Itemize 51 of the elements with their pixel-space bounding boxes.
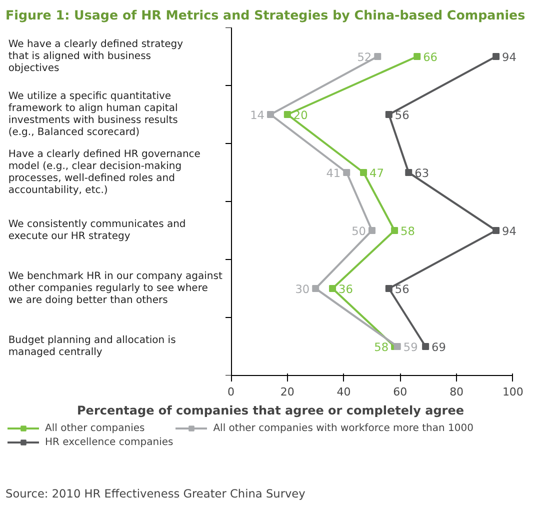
data-label: 47	[370, 166, 384, 180]
point	[492, 53, 500, 60]
y-tick-label: We have a clearly defined strategy that is aligned with business objectives	[8, 38, 184, 74]
data-label: 66	[423, 50, 438, 64]
x-tick-label: 40	[336, 386, 351, 398]
legend-label: HR excellence companies	[45, 436, 174, 448]
point	[414, 53, 421, 60]
data-label: 14	[250, 108, 265, 122]
point	[394, 343, 401, 350]
y-tick-label: We benchmark HR in our company against other companies regularly to see where we are doing better than others	[8, 270, 222, 306]
x-tick-label: 100	[502, 386, 524, 398]
data-label: 69	[432, 340, 446, 354]
point	[343, 169, 350, 176]
data-label: 63	[414, 166, 430, 180]
point	[329, 285, 336, 292]
point	[385, 285, 392, 292]
data-label: 36	[338, 282, 353, 296]
x-tick-label: 0	[228, 386, 235, 398]
y-tick-label: We consistently communicates and execute our HR strategy	[8, 218, 186, 242]
point	[374, 53, 382, 60]
legend-label: All other companies with workforce more than 1000	[213, 422, 474, 434]
point	[368, 227, 376, 234]
x-axis-title: Percentage of companies that agree or completely agree	[77, 404, 464, 418]
point	[267, 111, 274, 118]
point	[284, 111, 291, 118]
data-label: 56	[394, 108, 410, 122]
point	[360, 169, 368, 176]
x-tick-label: 20	[280, 386, 294, 398]
data-label: 41	[326, 166, 341, 180]
data-label: 30	[295, 282, 310, 296]
x-tick-label: 80	[450, 386, 464, 398]
y-tick-label: Have a clearly defined HR governance model (e.g., clear decision-making processes, well-defined roles and accountability, etc.)	[8, 148, 200, 196]
data-label: 50	[352, 224, 366, 238]
source-note: Source: 2010 HR Effectiveness Greater China Survey	[6, 486, 306, 500]
data-label: 59	[403, 340, 418, 354]
point	[405, 169, 412, 176]
data-label: 58	[400, 224, 415, 238]
point	[492, 227, 500, 234]
data-label: 94	[502, 50, 516, 64]
point	[312, 285, 320, 292]
y-tick-label: We utilize a specific quantitative framework to align human capital investments with business results (e.g., Balanced scorecard)	[8, 90, 178, 138]
y-tick-label: Budget planning and allocation is managed centrally	[8, 334, 176, 358]
chart-title: Figure 1: Usage of HR Metrics and Strategies by China-based Companies	[6, 8, 526, 22]
legend-label: All other companies	[45, 422, 145, 434]
point	[391, 227, 398, 234]
point	[385, 111, 392, 118]
data-label: 56	[394, 282, 410, 296]
x-tick-label: 60	[393, 386, 408, 398]
point	[422, 343, 430, 350]
data-label: 58	[374, 340, 389, 354]
data-label: 94	[502, 224, 516, 238]
